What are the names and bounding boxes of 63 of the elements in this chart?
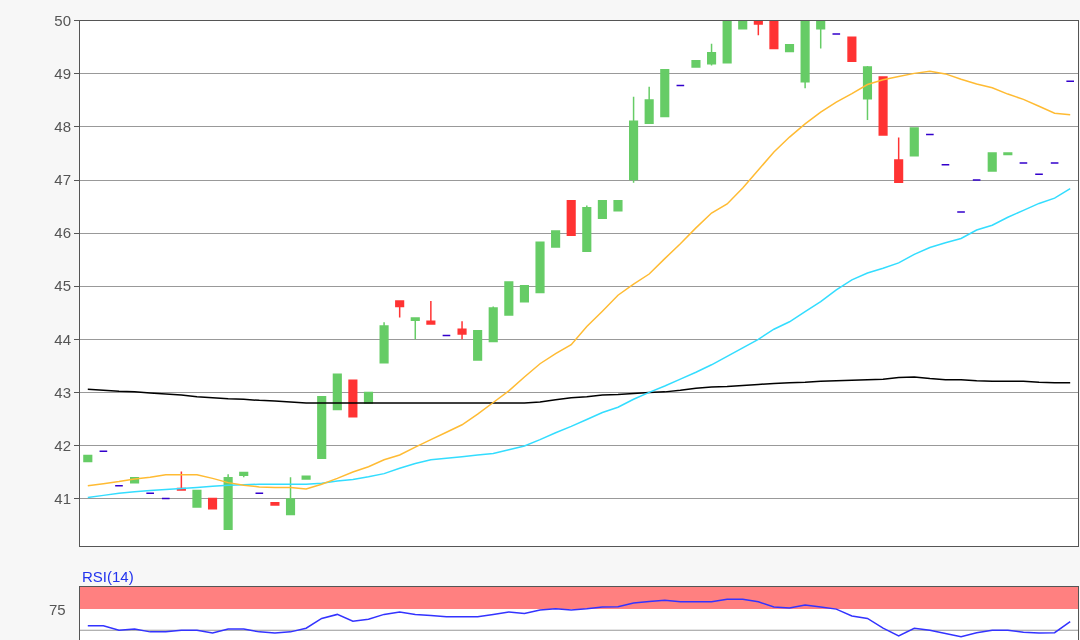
candlestick (909, 127, 919, 157)
band-label: 75 (49, 601, 66, 618)
y-tick-label: 50 (54, 12, 71, 30)
candlestick (691, 59, 701, 68)
y-tick-label: 43 (54, 383, 71, 401)
candlestick (769, 20, 779, 50)
candlestick (426, 300, 436, 325)
candlestick (613, 200, 623, 212)
candlestick (862, 65, 873, 121)
candlestick (940, 163, 951, 166)
candlestick (98, 450, 108, 453)
y-tick-label: 48 (54, 118, 71, 136)
candlestick (784, 43, 795, 53)
y-tick-label: 44 (54, 330, 71, 348)
candlestick (644, 85, 654, 125)
candlestick (457, 320, 467, 341)
candlestick (800, 20, 810, 89)
candlestick (738, 20, 748, 30)
candlestick (348, 379, 358, 418)
candlestick (660, 68, 670, 118)
candlestick (987, 152, 997, 172)
candlestick (395, 300, 405, 319)
candlestick (847, 36, 857, 62)
line-series (87, 376, 1071, 404)
candlestick (83, 454, 93, 463)
y-tick-label: 49 (54, 65, 71, 83)
y-tick-label: 46 (54, 224, 71, 242)
candlestick (192, 489, 202, 508)
candlestick (317, 395, 327, 459)
candlestick (488, 305, 498, 343)
candlestick (925, 133, 935, 136)
candlestick (504, 281, 514, 316)
candlestick (473, 330, 483, 361)
candlestick (410, 317, 420, 341)
candlestick (706, 42, 717, 67)
candlestick (566, 200, 576, 237)
y-tick-label: 42 (54, 436, 71, 454)
candlestick (551, 230, 561, 248)
y-tick-label: 45 (54, 277, 71, 295)
line-series (87, 70, 1071, 490)
candlestick (270, 502, 280, 506)
candlestick (1065, 80, 1075, 83)
candlestick (722, 20, 732, 64)
candlestick (582, 204, 592, 252)
candlestick (161, 497, 171, 500)
candlestick (285, 476, 296, 516)
candlestick (441, 334, 452, 337)
line-series (87, 187, 1071, 499)
candlestick (223, 473, 233, 531)
candlestick (675, 84, 685, 87)
candlestick (878, 76, 888, 136)
candlestick (816, 20, 826, 50)
candlestick (379, 321, 389, 364)
y-tick-label: 41 (54, 489, 71, 507)
candlestick (535, 241, 545, 294)
candlestick (629, 95, 639, 184)
y-tick-label: 47 (54, 171, 71, 189)
candlestick (519, 284, 529, 303)
candlestick (207, 497, 218, 510)
chart-title: RSI(14) (82, 568, 134, 585)
candlestick (332, 373, 342, 411)
candlestick (597, 200, 607, 220)
candlestick (894, 136, 904, 183)
